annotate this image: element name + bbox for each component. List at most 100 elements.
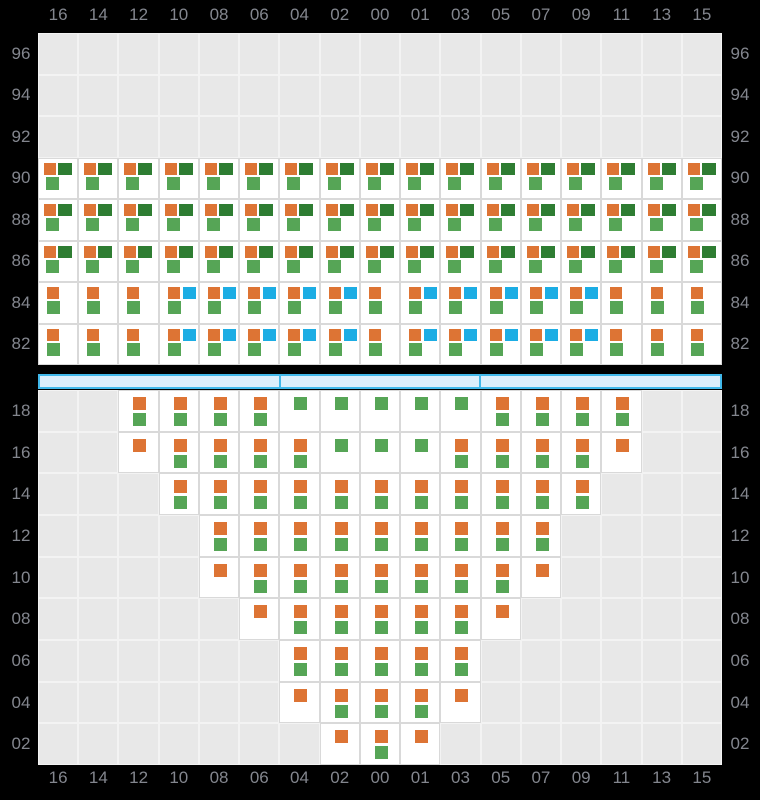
cell-84-10[interactable] — [158, 282, 199, 324]
cell-88-09[interactable] — [561, 199, 602, 241]
cell-16-07[interactable] — [520, 431, 562, 474]
cell-16-09[interactable] — [561, 431, 602, 474]
cell-16-03[interactable] — [440, 431, 481, 474]
cell-08-05[interactable] — [480, 598, 521, 640]
cell-16-04[interactable] — [279, 431, 320, 474]
cell-86-02[interactable] — [319, 240, 360, 282]
cell-84-06[interactable] — [239, 282, 280, 324]
cell-88-07[interactable] — [520, 199, 562, 241]
cell-86-06[interactable] — [239, 240, 280, 282]
cell-16-08[interactable] — [198, 431, 240, 474]
cell-86-03[interactable] — [440, 240, 481, 282]
cell-14-00[interactable] — [359, 473, 401, 515]
cell-88-08[interactable] — [198, 199, 240, 241]
cell-88-15[interactable] — [681, 199, 722, 241]
cell-18-03[interactable] — [440, 390, 481, 432]
cell-82-05[interactable] — [480, 323, 521, 365]
cell-82-00[interactable] — [359, 323, 401, 365]
cell-90-00[interactable] — [359, 157, 401, 199]
cell-90-08[interactable] — [198, 157, 240, 199]
cell-10-04[interactable] — [279, 556, 320, 599]
cell-18-01[interactable] — [400, 390, 441, 432]
cell-88-16[interactable] — [38, 199, 79, 241]
cell-18-07[interactable] — [520, 390, 562, 432]
cell-08-01[interactable] — [400, 598, 441, 640]
cell-88-12[interactable] — [118, 199, 159, 241]
cell-14-05[interactable] — [480, 473, 521, 515]
cell-86-12[interactable] — [118, 240, 159, 282]
cell-88-14[interactable] — [78, 199, 119, 241]
cell-84-05[interactable] — [480, 282, 521, 324]
cell-90-15[interactable] — [681, 157, 722, 199]
cell-14-04[interactable] — [279, 473, 320, 515]
cell-10-00[interactable] — [359, 556, 401, 599]
cell-06-02[interactable] — [319, 640, 360, 682]
cell-18-04[interactable] — [279, 390, 320, 432]
cell-16-11[interactable] — [601, 431, 642, 474]
cell-14-01[interactable] — [400, 473, 441, 515]
cell-86-00[interactable] — [359, 240, 401, 282]
cell-14-02[interactable] — [319, 473, 360, 515]
cell-12-06[interactable] — [239, 515, 280, 557]
range-scrollbar[interactable] — [38, 374, 722, 389]
cell-84-16[interactable] — [38, 282, 79, 324]
cell-16-10[interactable] — [158, 431, 199, 474]
cell-84-15[interactable] — [681, 282, 722, 324]
cell-12-05[interactable] — [480, 515, 521, 557]
cell-16-05[interactable] — [480, 431, 521, 474]
cell-90-01[interactable] — [400, 157, 441, 199]
cell-06-04[interactable] — [279, 640, 320, 682]
cell-88-00[interactable] — [359, 199, 401, 241]
cell-82-03[interactable] — [440, 323, 481, 365]
cell-84-08[interactable] — [198, 282, 240, 324]
scrollbar-handle-2[interactable] — [478, 376, 481, 387]
cell-86-10[interactable] — [158, 240, 199, 282]
cell-86-15[interactable] — [681, 240, 722, 282]
cell-90-13[interactable] — [641, 157, 682, 199]
cell-82-06[interactable] — [239, 323, 280, 365]
cell-86-13[interactable] — [641, 240, 682, 282]
cell-14-03[interactable] — [440, 473, 481, 515]
cell-12-04[interactable] — [279, 515, 320, 557]
cell-82-07[interactable] — [520, 323, 562, 365]
cell-14-06[interactable] — [239, 473, 280, 515]
cell-90-12[interactable] — [118, 157, 159, 199]
cell-18-09[interactable] — [561, 390, 602, 432]
cell-10-01[interactable] — [400, 556, 441, 599]
cell-82-01[interactable] — [400, 323, 441, 365]
cell-88-04[interactable] — [279, 199, 320, 241]
cell-82-09[interactable] — [561, 323, 602, 365]
cell-88-10[interactable] — [158, 199, 199, 241]
cell-90-02[interactable] — [319, 157, 360, 199]
cell-84-02[interactable] — [319, 282, 360, 324]
cell-12-07[interactable] — [520, 515, 562, 557]
cell-18-02[interactable] — [319, 390, 360, 432]
cell-10-07[interactable] — [520, 556, 562, 599]
cell-84-12[interactable] — [118, 282, 159, 324]
cell-18-00[interactable] — [359, 390, 401, 432]
cell-90-04[interactable] — [279, 157, 320, 199]
cell-06-01[interactable] — [400, 640, 441, 682]
cell-18-08[interactable] — [198, 390, 240, 432]
cell-04-00[interactable] — [359, 681, 401, 724]
cell-06-03[interactable] — [440, 640, 481, 682]
cell-82-16[interactable] — [38, 323, 79, 365]
cell-18-06[interactable] — [239, 390, 280, 432]
cell-82-15[interactable] — [681, 323, 722, 365]
cell-08-03[interactable] — [440, 598, 481, 640]
cell-84-14[interactable] — [78, 282, 119, 324]
cell-16-00[interactable] — [359, 431, 401, 474]
cell-02-02[interactable] — [319, 723, 360, 765]
cell-90-16[interactable] — [38, 157, 79, 199]
cell-88-13[interactable] — [641, 199, 682, 241]
cell-02-01[interactable] — [400, 723, 441, 765]
cell-82-08[interactable] — [198, 323, 240, 365]
cell-88-11[interactable] — [601, 199, 642, 241]
cell-04-02[interactable] — [319, 681, 360, 724]
cell-10-02[interactable] — [319, 556, 360, 599]
cell-86-11[interactable] — [601, 240, 642, 282]
cell-90-10[interactable] — [158, 157, 199, 199]
cell-06-00[interactable] — [359, 640, 401, 682]
cell-08-02[interactable] — [319, 598, 360, 640]
cell-84-03[interactable] — [440, 282, 481, 324]
